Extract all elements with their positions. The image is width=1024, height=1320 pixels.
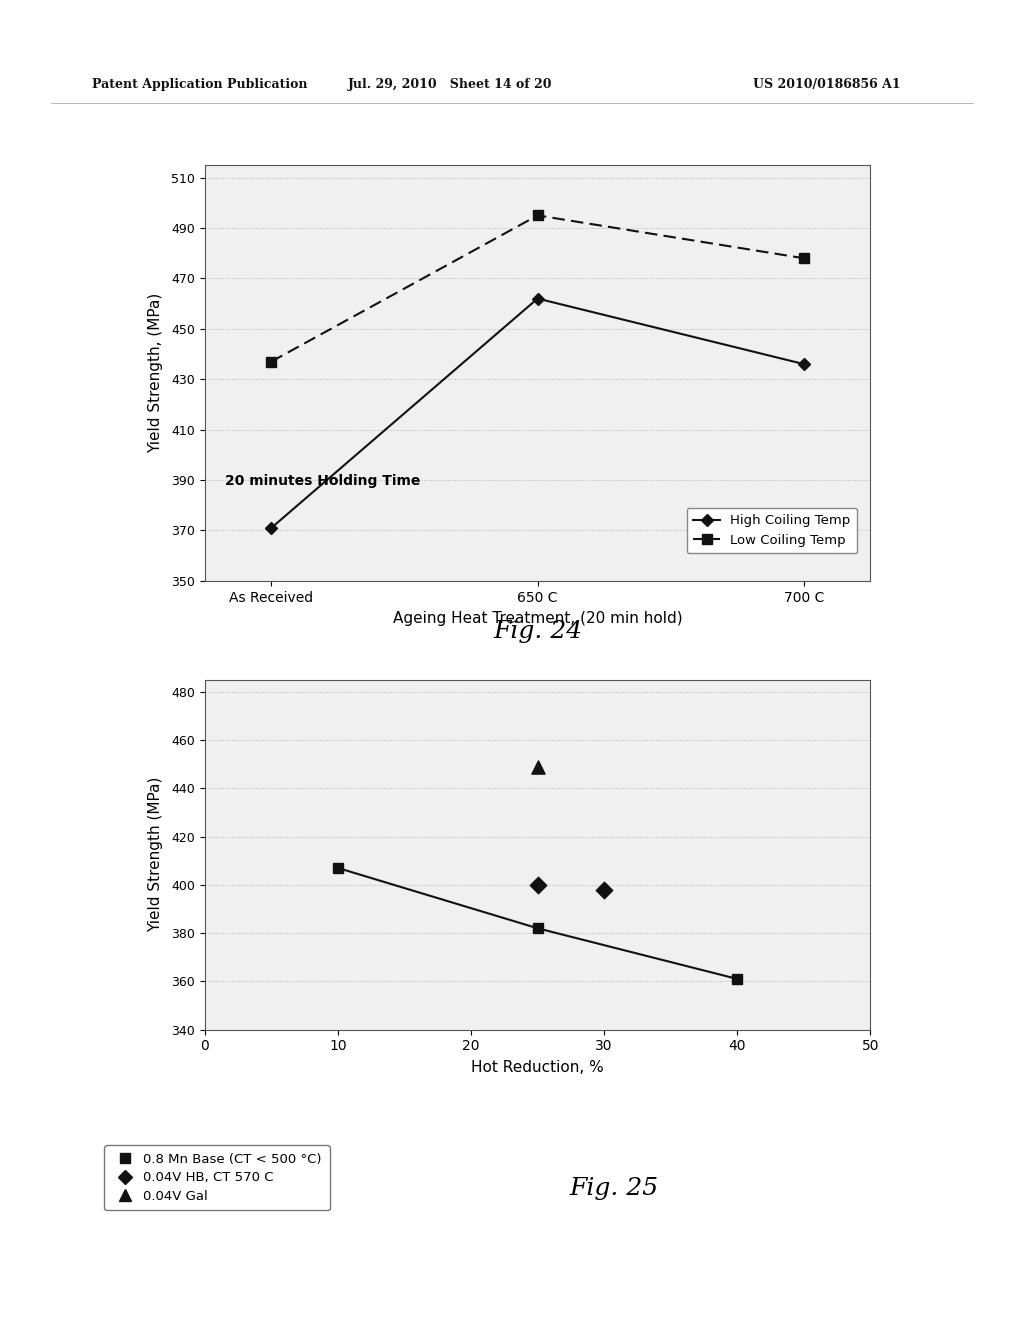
Y-axis label: Yield Strength, (MPa): Yield Strength, (MPa) [147,293,163,453]
X-axis label: Ageing Heat Treatment, (20 min hold): Ageing Heat Treatment, (20 min hold) [393,611,682,627]
Point [596,879,612,900]
Point [529,756,546,777]
Text: Fig. 25: Fig. 25 [569,1176,659,1200]
Legend: 0.8 Mn Base (CT < 500 °C), 0.04V HB, CT 570 C, 0.04V Gal: 0.8 Mn Base (CT < 500 °C), 0.04V HB, CT … [103,1144,330,1210]
Text: 20 minutes Holding Time: 20 minutes Holding Time [225,474,420,488]
Text: Jul. 29, 2010   Sheet 14 of 20: Jul. 29, 2010 Sheet 14 of 20 [348,78,553,91]
Text: Patent Application Publication: Patent Application Publication [92,78,307,91]
Text: Fig. 24: Fig. 24 [493,620,583,643]
Text: US 2010/0186856 A1: US 2010/0186856 A1 [754,78,901,91]
X-axis label: Hot Reduction, %: Hot Reduction, % [471,1060,604,1076]
Legend: High Coiling Temp, Low Coiling Temp: High Coiling Temp, Low Coiling Temp [687,508,857,553]
Point [529,874,546,895]
Y-axis label: Yield Strength (MPa): Yield Strength (MPa) [147,777,163,932]
